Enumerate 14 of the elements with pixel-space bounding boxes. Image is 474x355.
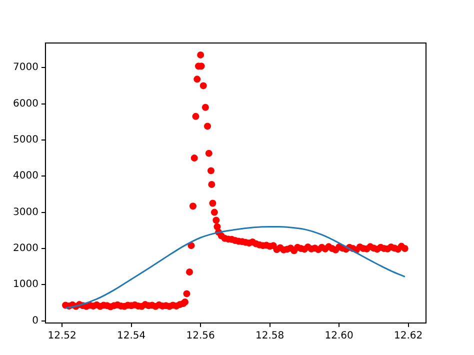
x-tick-label: 12.62 <box>394 330 423 342</box>
x-tick-label: 12.60 <box>324 330 354 342</box>
y-tick-label: 2000 <box>12 243 38 254</box>
y-tick-label: 7000 <box>12 62 38 74</box>
x-tick-label: 12.58 <box>256 330 284 342</box>
x-tick-label: 12.56 <box>186 330 215 342</box>
y-tick-label: 4000 <box>12 170 38 182</box>
y-tick-label: 5000 <box>12 134 38 146</box>
y-tick-label: 0 <box>32 315 38 326</box>
x-tick-label: 12.54 <box>117 330 146 342</box>
x-tick-label: 12.52 <box>48 330 76 342</box>
y-tick-label: 6000 <box>12 98 38 110</box>
y-tick-label: 1000 <box>12 279 38 290</box>
y-tick-label: 3000 <box>12 206 38 218</box>
